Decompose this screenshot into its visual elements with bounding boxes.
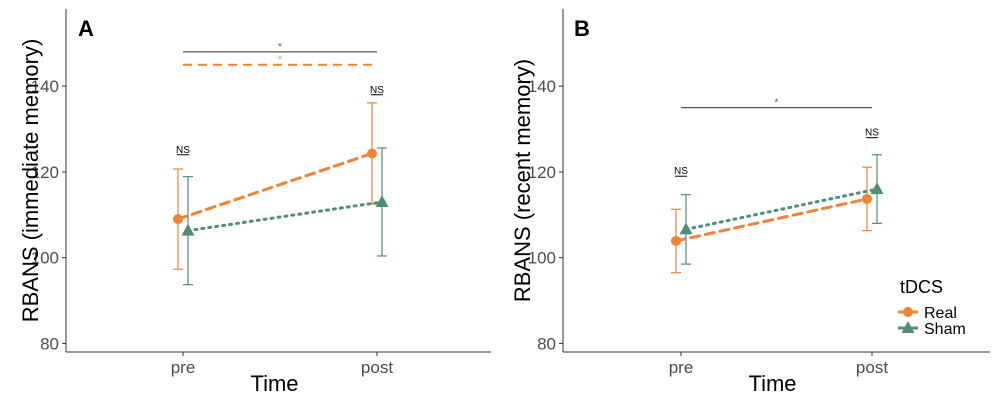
y-tick-label: 80: [537, 334, 556, 353]
legend-marker-real: [903, 307, 913, 317]
significance-star: *: [278, 42, 282, 53]
data-point-sham: [870, 182, 884, 195]
y-tick-label: 140: [528, 77, 556, 96]
data-point-real: [671, 235, 681, 246]
legend-label-real: Real: [924, 305, 957, 322]
legend-label-sham: Sham: [924, 321, 966, 338]
series-real: [173, 102, 377, 270]
data-point-sham: [679, 222, 693, 235]
x-axis-title: Time: [250, 371, 298, 396]
panel-a: 80 100 120 140 pre post Time RBANS (immediate m…: [18, 9, 491, 396]
panel-label: A: [78, 16, 94, 41]
data-point-sham: [375, 194, 389, 207]
y-tick-label: 80: [40, 334, 59, 353]
significance-star: *: [775, 98, 779, 109]
series-sham: [181, 147, 389, 286]
series-real: [671, 166, 872, 274]
panel-b: 80 100 120 140 pre post Time RBANS (recent memo…: [510, 9, 990, 396]
series-line-sham: [684, 187, 879, 231]
x-tick-label: post: [361, 358, 393, 377]
x-tick-label: pre: [669, 358, 694, 377]
y-tick-label: 100: [528, 249, 556, 268]
series-line-real: [176, 151, 374, 221]
x-tick-label: pre: [171, 358, 196, 377]
x-axis-title: Time: [748, 371, 796, 396]
data-point-real: [173, 214, 183, 225]
data-point-real: [862, 193, 872, 204]
panel-label: B: [574, 16, 590, 41]
y-tick-label: 120: [31, 163, 59, 182]
ns-label: NS: [674, 166, 688, 177]
ns-label: NS: [176, 145, 190, 156]
series-line-sham: [186, 200, 384, 233]
y-axis-title: RBANS (recent memory): [510, 59, 535, 302]
ns-label: NS: [865, 128, 879, 139]
data-point-sham: [181, 223, 195, 236]
y-tick-label: 100: [31, 249, 59, 268]
y-tick-label: 140: [31, 77, 59, 96]
x-tick-label: post: [856, 358, 888, 377]
legend-marker-sham: [901, 321, 915, 333]
ns-label: NS: [370, 85, 384, 96]
significance-star: *: [278, 55, 282, 66]
legend-title: tDCS: [900, 277, 943, 297]
y-axis-title: RBANS (immediate memory): [18, 39, 43, 323]
data-point-real: [367, 148, 377, 159]
series-sham: [679, 154, 884, 265]
series-line-real: [674, 197, 869, 243]
y-tick-label: 120: [528, 163, 556, 182]
